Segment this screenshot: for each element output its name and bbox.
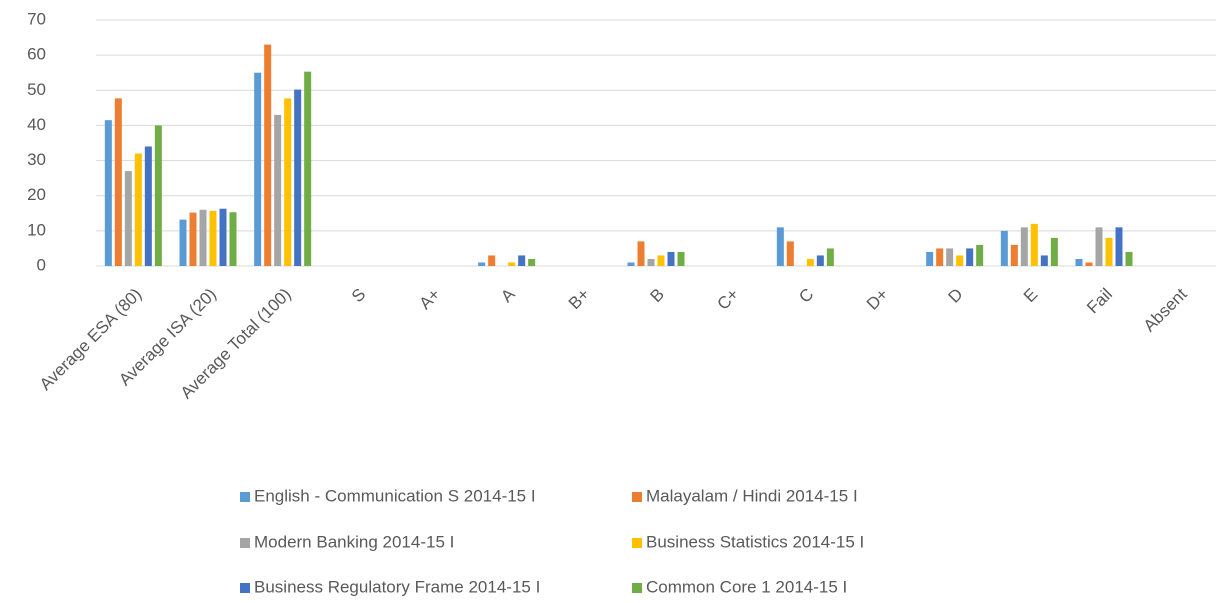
x-tick-label: A [497,284,519,306]
bar [179,219,187,266]
bar [1115,227,1123,266]
bar [124,171,132,266]
bar [776,227,784,266]
y-tick-label: 0 [37,255,46,274]
legend-swatch [632,492,642,502]
bar [264,44,272,266]
legend-label: English - Communication S 2014-15 I [254,486,536,505]
bar [274,114,282,266]
bar [627,262,635,266]
bar [926,251,934,266]
bar [1125,251,1133,266]
legend-swatch [240,492,250,502]
x-tick-label: D [945,285,967,307]
legend-label: Malayalam / Hindi 2014-15 I [646,486,858,505]
bar [946,248,954,266]
legend-swatch [240,583,250,593]
bar [677,251,685,266]
legend-label: Business Regulatory Frame 2014-15 I [254,577,540,596]
bar [1075,258,1083,266]
bar [806,258,814,266]
legend-label: Common Core 1 2014-15 I [646,577,847,596]
bar [657,255,665,266]
bar [219,208,227,266]
legend-swatch [240,538,250,548]
y-tick-label: 50 [27,80,46,99]
bar [518,255,526,266]
bar [134,153,142,266]
bar [816,255,824,266]
bar [528,258,536,266]
bar [647,258,655,266]
bar [1020,227,1028,266]
bar [284,98,292,267]
y-tick-label: 20 [27,185,46,204]
x-tick-label: B+ [565,285,594,314]
bar [1105,237,1113,266]
bar [966,248,974,266]
y-tick-label: 60 [27,45,46,64]
x-tick-label: Fail [1083,285,1116,318]
bar [1050,237,1058,266]
bar [667,251,675,266]
bar [508,262,516,266]
bar [976,244,984,266]
bar [1040,255,1048,266]
y-tick-label: 70 [27,9,46,28]
bar [154,125,162,266]
bar [199,209,207,266]
bar [294,89,302,266]
legend-swatch [632,583,642,593]
x-tick-label: C [795,285,817,307]
bar [254,72,262,266]
bar [478,262,486,266]
bar [1010,244,1018,266]
bar [189,212,197,266]
bar [1000,230,1008,266]
bar [144,146,152,266]
x-tick-label: D+ [863,285,892,314]
x-tick-label: Absent [1140,284,1191,335]
bar [209,210,217,266]
bar [956,255,964,266]
y-tick-label: 40 [27,115,46,134]
x-tick-label: S [348,285,369,306]
legend-label: Modern Banking 2014-15 I [254,532,454,551]
x-tick-label: B [647,285,668,306]
y-tick-label: 10 [27,220,46,239]
bar [104,120,112,267]
x-tick-label: E [1020,285,1041,306]
bar [637,241,645,266]
legend-label: Business Statistics 2014-15 I [646,532,864,551]
legend-swatch [632,538,642,548]
x-tick-label: A+ [416,285,445,314]
bar [1030,223,1038,266]
bar [936,248,944,266]
bar [1095,227,1103,266]
x-tick-label: C+ [714,285,743,314]
bar [488,255,496,266]
bar [826,248,834,266]
bar [304,71,312,266]
bar [786,241,794,266]
bar [114,98,122,267]
bar [229,212,237,266]
bar [1085,262,1093,266]
y-tick-label: 30 [27,150,46,169]
